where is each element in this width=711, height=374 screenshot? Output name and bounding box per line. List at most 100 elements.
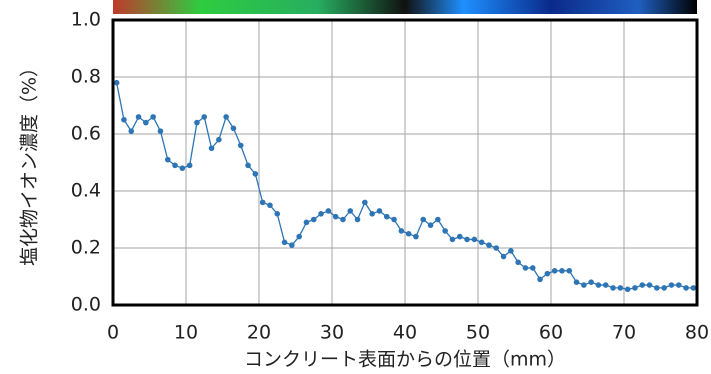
data-point <box>128 128 134 134</box>
data-point <box>340 217 346 223</box>
data-point <box>493 245 499 251</box>
data-point <box>603 282 609 288</box>
y-tick-label: 0.2 <box>71 237 101 259</box>
data-point <box>428 222 434 228</box>
data-point <box>435 217 441 223</box>
map-strip <box>113 0 697 14</box>
data-point <box>566 268 572 274</box>
data-point <box>413 234 419 240</box>
data-point <box>136 114 142 120</box>
data-point <box>369 211 375 217</box>
data-point <box>223 114 229 120</box>
data-point <box>172 163 178 169</box>
grid <box>113 20 697 305</box>
data-point <box>158 128 164 134</box>
data-point <box>420 217 426 223</box>
data-point <box>318 211 324 217</box>
x-axis-label: コンクリート表面からの位置（mm） <box>244 349 566 371</box>
data-point <box>661 285 667 291</box>
data-point <box>180 165 186 171</box>
data-point <box>311 217 317 223</box>
data-point <box>501 254 507 260</box>
data-point <box>442 228 448 234</box>
data-point <box>450 237 456 243</box>
data-point <box>691 285 697 291</box>
data-point <box>326 208 332 214</box>
data-point <box>391 217 397 223</box>
data-point <box>187 163 193 169</box>
data-point <box>304 220 310 226</box>
data-point <box>530 265 536 271</box>
data-point <box>669 282 675 288</box>
x-tick-label: 80 <box>685 322 709 344</box>
y-tick-label: 0.6 <box>71 123 101 145</box>
data-point <box>260 200 266 206</box>
data-point <box>537 277 543 283</box>
data-point <box>523 265 529 271</box>
data-point <box>632 285 638 291</box>
data-point <box>596 282 602 288</box>
data-point <box>231 126 237 132</box>
data-point <box>355 217 361 223</box>
data-point <box>545 271 551 277</box>
data-point <box>114 80 120 86</box>
data-point <box>347 208 353 214</box>
data-point <box>384 214 390 220</box>
data-point <box>610 285 616 291</box>
data-point <box>559 268 565 274</box>
data-point <box>201 114 207 120</box>
data-point <box>194 120 200 126</box>
x-tick-label: 70 <box>612 322 636 344</box>
x-tick-label: 60 <box>539 322 563 344</box>
chart: コンクリート表面からの位置（mm） 塩化物イオン濃度（%） 0.0 0.2 0.4 0… <box>0 0 711 374</box>
data-point <box>574 279 580 285</box>
data-point <box>479 240 485 246</box>
x-tick-label: 50 <box>466 322 490 344</box>
data-point <box>552 268 558 274</box>
data-point <box>216 137 222 143</box>
data-point <box>625 287 631 293</box>
data-point <box>238 143 244 149</box>
data-point <box>464 237 470 243</box>
data-point <box>267 202 273 208</box>
x-tick-label: 40 <box>393 322 417 344</box>
data-point <box>245 163 251 169</box>
y-tick-label: 1.0 <box>71 9 101 31</box>
data-point <box>253 171 259 177</box>
data-point <box>333 214 339 220</box>
data-point <box>457 234 463 240</box>
x-tick-label: 0 <box>107 322 119 344</box>
data-point <box>647 282 653 288</box>
data-point <box>209 145 215 151</box>
data-point <box>150 114 156 120</box>
data-point <box>282 240 288 246</box>
data-point <box>515 259 521 265</box>
x-tick-label: 30 <box>320 322 344 344</box>
data-point <box>274 211 280 217</box>
data-point <box>508 248 514 254</box>
data-point <box>676 282 682 288</box>
x-tick-label: 10 <box>174 322 198 344</box>
data-point <box>472 237 478 243</box>
data-point <box>289 242 295 248</box>
data-point <box>143 120 149 126</box>
data-point <box>165 157 171 163</box>
y-tick-label: 0.4 <box>71 180 101 202</box>
y-tick-label: 0.8 <box>71 66 101 88</box>
data-point <box>588 279 594 285</box>
data-point <box>362 200 368 206</box>
data-point <box>683 285 689 291</box>
x-tick-label: 20 <box>247 322 271 344</box>
data-point <box>654 285 660 291</box>
y-tick-label: 0.0 <box>71 294 101 316</box>
data-point <box>581 282 587 288</box>
data-point <box>296 234 302 240</box>
data-point <box>486 242 492 248</box>
data-point <box>406 231 412 237</box>
data-point <box>639 282 645 288</box>
data-point <box>399 228 405 234</box>
data-point <box>377 208 383 214</box>
y-axis-label: 塩化物イオン濃度（%） <box>19 58 41 266</box>
data-point <box>121 117 127 123</box>
data-point <box>618 285 624 291</box>
